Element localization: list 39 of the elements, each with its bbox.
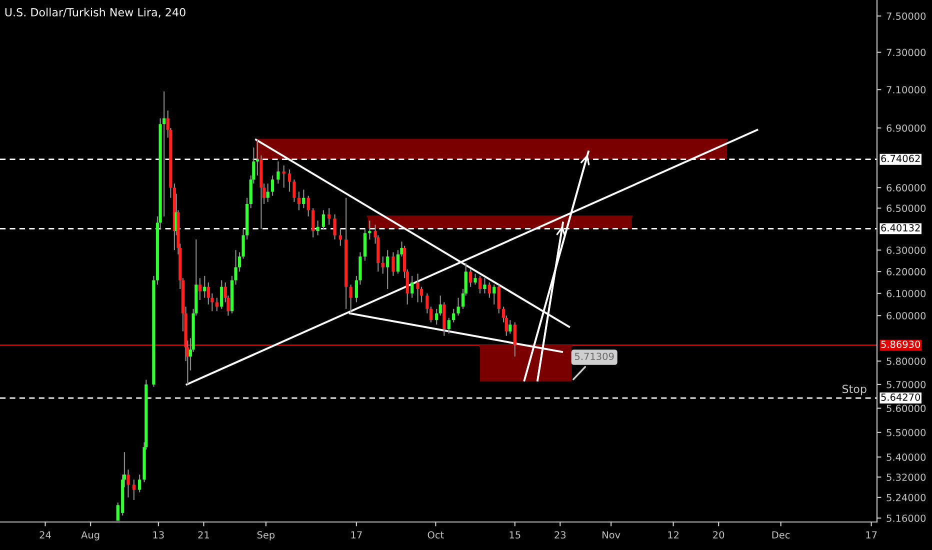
ref-line-label: 5.86930 bbox=[881, 340, 920, 348]
x-tick-label: Sep bbox=[257, 531, 275, 540]
y-tick-label: 6.60000 bbox=[886, 184, 926, 192]
x-tick-label: 12 bbox=[668, 531, 679, 538]
x-tick-label: 15 bbox=[510, 531, 520, 539]
ref-line-label: 6.74062 bbox=[881, 154, 920, 162]
y-tick-label: 5.70000 bbox=[886, 380, 926, 388]
x-tick-label: 23 bbox=[554, 531, 566, 539]
ref-line-label: 5.64270 bbox=[881, 394, 920, 401]
y-tick-label: 6.10000 bbox=[886, 290, 926, 298]
x-tick-label: Aug bbox=[81, 531, 100, 540]
annotation: 5.71309 bbox=[574, 352, 614, 360]
x-tick-label: 17 bbox=[351, 531, 362, 538]
y-tick-label: 6.50000 bbox=[886, 204, 926, 212]
ref-line-label: 6.40132 bbox=[881, 224, 920, 232]
y-tick-label: 7.30000 bbox=[886, 48, 926, 56]
y-tick-label: 7.50000 bbox=[886, 12, 926, 20]
x-tick-label: 21 bbox=[198, 531, 209, 538]
y-tick-label: 6.00000 bbox=[886, 312, 926, 320]
annotation: Stop bbox=[842, 384, 866, 396]
y-tick-label: 5.16000 bbox=[886, 514, 926, 522]
y-tick-label: 5.80000 bbox=[886, 358, 926, 365]
x-tick-label: Oct bbox=[428, 531, 444, 539]
x-tick-label: 24 bbox=[40, 531, 51, 538]
x-tick-label: 20 bbox=[713, 531, 724, 539]
y-tick-label: 6.20000 bbox=[886, 268, 926, 276]
x-tick-label: 13 bbox=[153, 531, 164, 539]
x-tick-label: 17 bbox=[866, 531, 877, 538]
y-tick-label: 6.30000 bbox=[886, 246, 926, 254]
y-tick-label: 7.10000 bbox=[886, 86, 926, 94]
y-tick-label: 6.90000 bbox=[886, 124, 926, 132]
y-tick-label: 5.32000 bbox=[886, 474, 926, 481]
y-tick-label: 5.40000 bbox=[886, 454, 926, 461]
text: U.S. Dollar/Turkish New Lira, 240 bbox=[5, 8, 186, 18]
y-tick-label: 5.60000 bbox=[886, 404, 926, 412]
y-tick-label: 5.50000 bbox=[886, 428, 926, 436]
y-tick-label: 5.24000 bbox=[886, 494, 926, 502]
x-tick-label: Dec bbox=[772, 531, 790, 539]
x-tick-label: Nov bbox=[602, 531, 620, 539]
